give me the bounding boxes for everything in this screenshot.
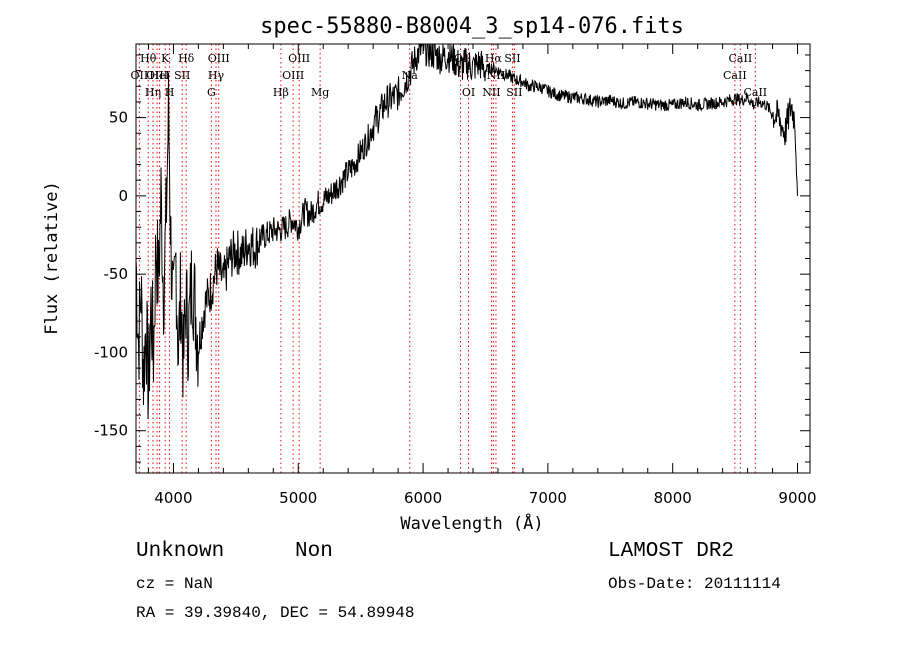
spectral-line-label: Hα [485,52,503,65]
spectral-line-label: Hθ [140,52,157,65]
x-axis: 4000 5000 6000 7000 8000 9000 [147,44,817,507]
spectral-line-label: SII [174,69,190,82]
spectral-line-label: H [165,86,175,99]
observation-date: Obs-Date: 20111114 [608,575,781,593]
spectral-line-label: SII [506,86,522,99]
spectral-line-label: HeI [149,69,169,82]
spectral-line-label: CaII [729,52,753,65]
spectral-line-label: K [161,52,170,65]
y-tick-label: 0 [118,187,128,205]
spectrum-line [135,43,798,420]
y-axis: -150 -100 -50 0 50 [94,54,810,463]
y-tick-label: -50 [104,265,129,283]
spectral-line-label: OI [462,86,475,99]
spectral-line-label: OIII [146,69,168,82]
x-tick-label: 5000 [279,489,317,507]
x-tick-label: 9000 [778,489,816,507]
redshift-cz: cz = NaN [136,575,213,593]
spectral-line-label: CaII [723,69,747,82]
x-tick-label: 7000 [529,489,567,507]
y-tick-label: -100 [94,343,128,361]
coordinates: RA = 39.39840, DEC = 54.89948 [136,604,415,622]
chart-title: spec-55880-B8004_3_sp14-076.fits [260,14,684,39]
spectral-line-label: SII [504,52,520,65]
x-tick-label: 8000 [654,489,692,507]
x-tick-label: 4000 [154,489,192,507]
spectral-line-label: Hδ [178,52,195,65]
spectral-line-label: OIII [288,52,310,65]
spectral-line-label: OII [131,69,149,82]
spectral-line-label: Hβ [273,86,289,99]
spectral-line-label: NII [482,86,500,99]
survey-name: LAMOST DR2 [608,540,735,563]
object-subclass: Non [295,540,333,563]
spectral-line-label: Hγ [208,69,225,82]
y-axis-label: Flux (relative) [42,181,62,335]
y-tick-label: 50 [109,109,128,127]
x-tick-label: 6000 [404,489,442,507]
spectral-line-label: OIII [282,69,304,82]
object-class: Unknown [136,540,225,563]
spectral-line-label: OIII [208,52,230,65]
y-tick-label: -150 [94,422,128,440]
x-axis-label: Wavelength (Å) [400,512,543,534]
spectral-line-label: Mg [311,86,329,99]
spectral-line-label: Hη [145,86,161,99]
spectral-line-label: G [207,86,216,99]
spectral-line-label: CaII [743,86,767,99]
